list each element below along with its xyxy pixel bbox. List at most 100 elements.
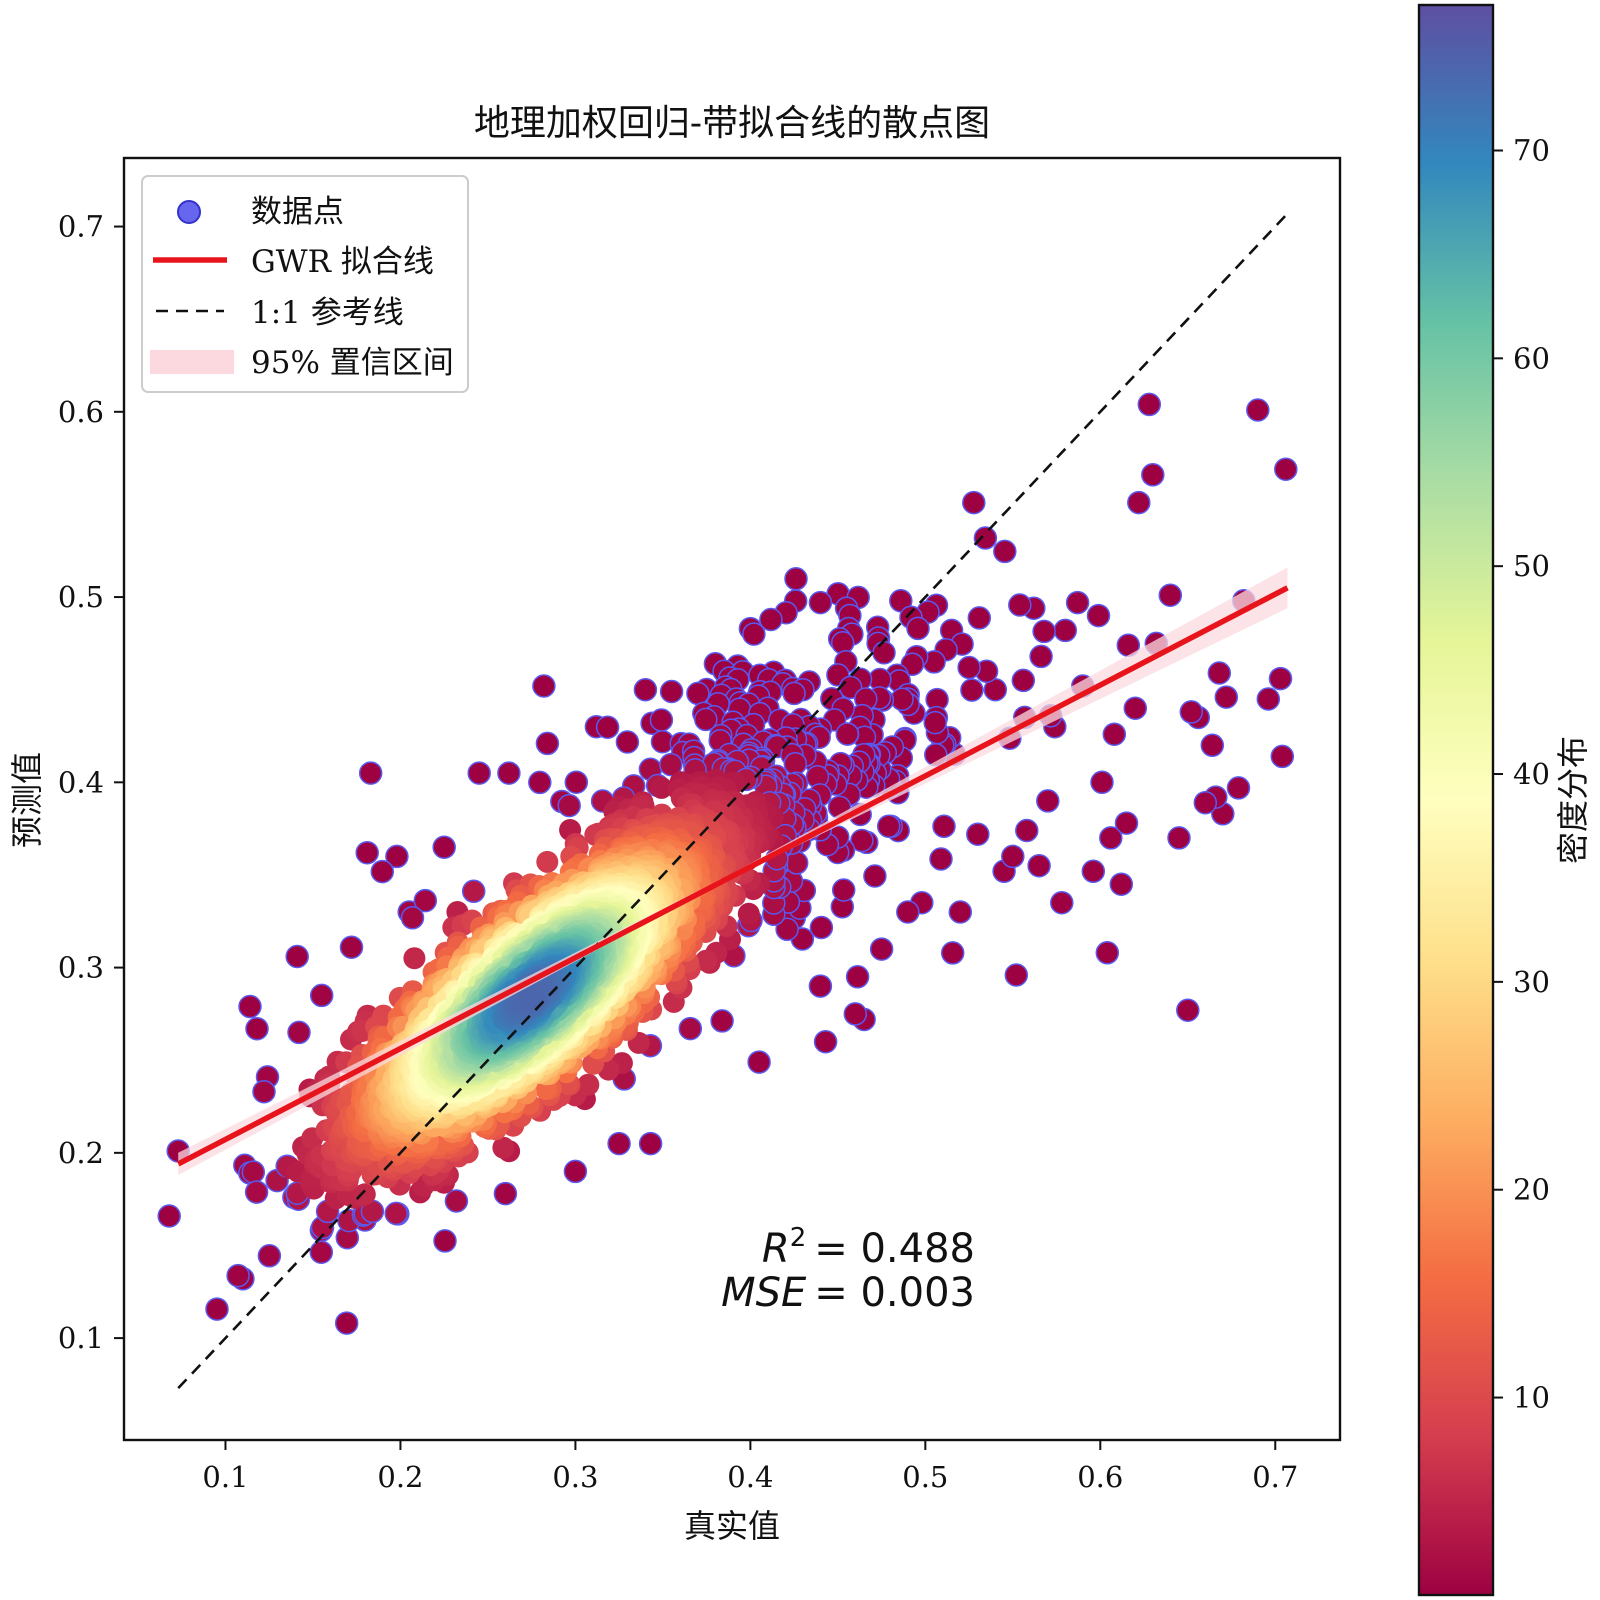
r2-annotation: R2 = 0.488 bbox=[762, 1223, 975, 1272]
data-point bbox=[400, 906, 425, 930]
chart-title: 地理加权回归-带拟合线的散点图 bbox=[474, 103, 990, 144]
data-point bbox=[1123, 696, 1148, 720]
data-point bbox=[1090, 770, 1114, 795]
data-point bbox=[532, 674, 556, 698]
data-point bbox=[252, 1079, 276, 1104]
legend-box bbox=[141, 175, 469, 393]
data-point bbox=[1050, 890, 1074, 915]
data-point bbox=[521, 983, 544, 1006]
data-point bbox=[1158, 583, 1183, 607]
data-point bbox=[461, 879, 486, 904]
y-tick-label: 0.4 bbox=[58, 765, 104, 799]
data-point bbox=[1193, 790, 1218, 815]
data-point bbox=[493, 1181, 518, 1206]
data-point bbox=[759, 607, 783, 632]
data-point bbox=[813, 1029, 838, 1054]
data-point bbox=[1008, 593, 1032, 617]
colorbar-tick-label: 60 bbox=[1513, 341, 1550, 375]
legend: 数据点 GWR 拟合线 1:1 参考线 95% 置信区间 bbox=[141, 175, 469, 393]
data-point bbox=[285, 944, 309, 969]
data-point bbox=[157, 1204, 181, 1228]
x-tick-label: 0.1 bbox=[202, 1460, 248, 1494]
data-point bbox=[784, 851, 809, 875]
x-tick-label: 0.2 bbox=[377, 1460, 423, 1494]
data-point bbox=[633, 677, 658, 702]
data-point bbox=[334, 1311, 359, 1335]
data-point bbox=[492, 1136, 515, 1159]
data-point bbox=[535, 731, 560, 756]
data-point bbox=[241, 1160, 266, 1184]
data-point bbox=[1109, 872, 1134, 896]
data-point bbox=[809, 915, 834, 940]
colorbar-tick-label: 70 bbox=[1513, 133, 1550, 167]
data-point bbox=[967, 606, 992, 630]
legend-label-reference-line: 1:1 参考线 bbox=[251, 295, 404, 331]
data-point bbox=[948, 900, 973, 924]
data-point bbox=[245, 1016, 269, 1041]
data-point bbox=[309, 983, 334, 1008]
colorbar-tick-label: 10 bbox=[1513, 1381, 1550, 1415]
data-point bbox=[872, 641, 896, 665]
r2-symbol: R bbox=[762, 1226, 790, 1272]
data-point bbox=[929, 847, 953, 871]
data-point bbox=[1027, 853, 1051, 878]
plot-frame bbox=[122, 156, 1342, 1442]
data-point bbox=[923, 710, 947, 735]
data-point bbox=[1270, 744, 1295, 769]
data-point bbox=[1226, 776, 1251, 800]
data-point bbox=[650, 776, 673, 799]
data-point bbox=[563, 1159, 588, 1184]
data-point bbox=[577, 1073, 600, 1096]
data-point bbox=[370, 859, 395, 884]
mse-value: = 0.003 bbox=[814, 1270, 975, 1316]
data-point bbox=[1065, 590, 1090, 615]
reference-line bbox=[177, 212, 1289, 1390]
data-point bbox=[358, 761, 383, 785]
data-point bbox=[309, 1240, 334, 1264]
data-point bbox=[355, 840, 379, 865]
data-points bbox=[157, 392, 1298, 1335]
data-point bbox=[1176, 998, 1200, 1022]
data-point bbox=[678, 1016, 703, 1041]
data-point bbox=[1095, 941, 1120, 965]
stats-annotation: R2 = 0.488 MSE = 0.003 bbox=[721, 1223, 975, 1316]
data-point bbox=[497, 761, 521, 785]
data-point bbox=[1102, 722, 1127, 746]
data-point bbox=[710, 1009, 734, 1033]
x-tick-label: 0.3 bbox=[552, 1460, 598, 1494]
data-point bbox=[467, 761, 491, 785]
data-point bbox=[287, 1020, 311, 1045]
legend-label-fit-line: GWR 拟合线 bbox=[251, 244, 434, 280]
data-point bbox=[1053, 618, 1078, 643]
data-point bbox=[1099, 826, 1123, 850]
data-point bbox=[1127, 490, 1151, 515]
data-point bbox=[890, 687, 914, 712]
data-point bbox=[638, 1131, 663, 1156]
data-point bbox=[1141, 463, 1165, 487]
data-point bbox=[1029, 644, 1053, 669]
y-tick-label: 0.1 bbox=[58, 1321, 104, 1355]
legend-marker-data-points bbox=[177, 200, 201, 224]
data-point bbox=[835, 722, 860, 746]
data-point bbox=[413, 888, 438, 913]
data-point bbox=[1086, 603, 1111, 628]
y-tick-label: 0.6 bbox=[58, 395, 104, 429]
y-tick-label: 0.5 bbox=[58, 580, 104, 614]
data-point bbox=[649, 708, 674, 732]
y-tick-label: 0.2 bbox=[58, 1136, 104, 1170]
data-point bbox=[615, 730, 640, 754]
data-point bbox=[1179, 700, 1204, 724]
colorbar-gradient bbox=[1417, 3, 1495, 1597]
data-point bbox=[782, 681, 806, 706]
data-point bbox=[1256, 687, 1281, 711]
data-point bbox=[957, 655, 981, 680]
fit-line bbox=[176, 585, 1289, 1167]
data-point bbox=[940, 941, 965, 965]
data-point bbox=[966, 822, 990, 846]
y-axis-ticks: 0.1 0.2 0.3 0.4 0.5 0.6 0.7 bbox=[58, 210, 124, 1355]
data-point bbox=[403, 947, 426, 970]
colorbar-tick-label: 40 bbox=[1513, 757, 1550, 791]
data-point bbox=[607, 1131, 631, 1156]
data-point bbox=[595, 715, 620, 739]
